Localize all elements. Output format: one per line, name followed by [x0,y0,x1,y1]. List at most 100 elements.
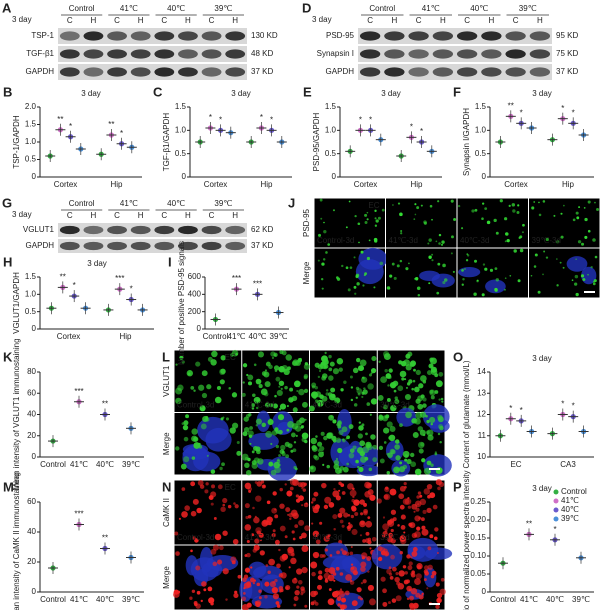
signal [246,539,250,543]
signal [414,515,421,522]
signal [435,604,440,610]
signal [289,517,292,521]
signal [314,601,319,606]
band [130,241,151,251]
signal [284,385,288,390]
signal [391,262,395,266]
signal [357,222,361,226]
signal [254,481,258,484]
x-tick-label: 40℃ [96,460,114,469]
signal [190,481,196,487]
signal [430,463,434,467]
signal [329,554,333,557]
signal [388,436,392,440]
signal [340,548,344,552]
signal [190,386,195,390]
signal [338,469,343,474]
signal [332,514,338,520]
band [359,67,381,77]
signal [347,483,354,490]
signal [461,283,464,286]
signal [206,384,212,390]
signal [341,597,347,603]
signal [366,556,372,561]
signal [506,239,510,243]
signal [504,240,507,243]
signal [429,357,437,365]
signal [395,455,401,461]
panel-letter: O [453,349,463,364]
signal [273,461,280,469]
signal [371,356,377,362]
signal [418,594,424,600]
band [456,31,478,41]
blot-title: 3 day [12,210,32,219]
signal [399,535,407,542]
signal [348,452,355,459]
signal [413,368,416,372]
y-axis-label: Ratio of normalized power spectra intens… [462,471,471,610]
signal [393,389,397,393]
lane-label: H [138,16,144,25]
signal [380,376,387,383]
panel-letter: C [153,84,163,99]
y-tick-label: 1.0 [475,125,487,134]
significance: * [120,129,123,138]
signal [272,403,278,409]
signal [406,597,410,601]
signal [317,441,323,447]
signal [322,373,328,379]
signal [301,532,307,539]
size-label: 37 KD [556,67,578,76]
signal [222,416,225,419]
significance: * [260,113,263,122]
signal [243,426,250,433]
signal [429,534,434,539]
column-label: 39℃-3d [380,401,409,410]
signal [423,220,427,224]
signal [317,584,323,590]
signal [556,240,560,244]
signal [237,574,242,579]
signal [364,272,368,276]
x-tick-label: Control [490,595,516,604]
x-tick-label: 39℃ [122,595,140,604]
signal [537,290,541,294]
signal [578,206,581,209]
signal [503,288,506,291]
signal [434,373,439,378]
lane-label: H [91,16,97,25]
band [178,31,198,41]
signal [513,249,517,253]
signal [354,292,357,295]
signal [389,426,396,433]
signal [404,454,409,459]
panel-letter: P [453,479,462,494]
signal [404,458,408,462]
signal [332,490,340,498]
signal [250,566,253,569]
signal [310,590,317,598]
signal [359,520,366,528]
signal [427,564,433,571]
nucleus [248,432,279,450]
signal [388,601,391,605]
legend-label: 39℃ [561,514,579,523]
signal [200,423,207,430]
signal [190,510,197,517]
signal [269,418,272,421]
signal [418,448,424,454]
signal [321,287,324,290]
group-label: 40℃ [470,4,488,13]
signal [327,533,331,537]
y-tick-label: 0.5 [25,307,37,316]
signal [266,500,271,505]
signal [328,354,332,359]
blot-strip [58,28,247,44]
signal [396,581,401,586]
signal [596,208,599,211]
signal [176,590,181,594]
signal [269,581,277,588]
signal [562,266,565,269]
signal [363,502,367,507]
